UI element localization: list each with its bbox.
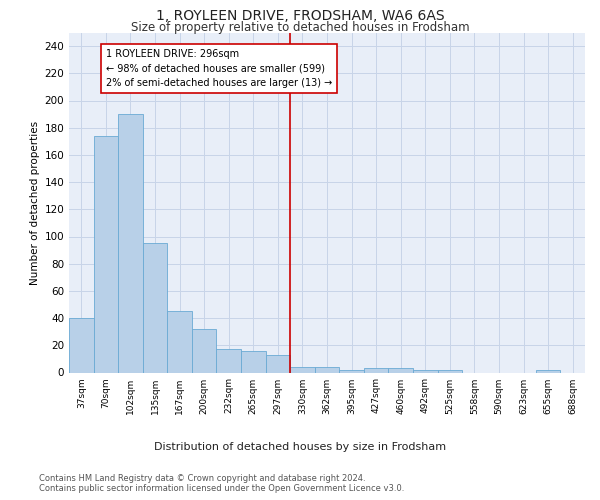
Text: Contains HM Land Registry data © Crown copyright and database right 2024.: Contains HM Land Registry data © Crown c… <box>39 474 365 483</box>
Text: Contains public sector information licensed under the Open Government Licence v3: Contains public sector information licen… <box>39 484 404 493</box>
Bar <box>290 367 315 372</box>
Bar <box>192 329 217 372</box>
Bar <box>143 244 167 372</box>
Bar <box>217 350 241 372</box>
Bar <box>437 370 462 372</box>
Text: Size of property relative to detached houses in Frodsham: Size of property relative to detached ho… <box>131 21 469 34</box>
Bar <box>241 350 266 372</box>
Text: 1 ROYLEEN DRIVE: 296sqm
← 98% of detached houses are smaller (599)
2% of semi-de: 1 ROYLEEN DRIVE: 296sqm ← 98% of detache… <box>106 49 332 88</box>
Bar <box>364 368 388 372</box>
Bar <box>413 370 437 372</box>
Bar <box>69 318 94 372</box>
Text: 1, ROYLEEN DRIVE, FRODSHAM, WA6 6AS: 1, ROYLEEN DRIVE, FRODSHAM, WA6 6AS <box>155 9 445 23</box>
Bar <box>167 312 192 372</box>
Bar <box>315 367 339 372</box>
Text: Distribution of detached houses by size in Frodsham: Distribution of detached houses by size … <box>154 442 446 452</box>
Bar <box>536 370 560 372</box>
Bar <box>118 114 143 372</box>
Bar <box>94 136 118 372</box>
Bar <box>388 368 413 372</box>
Y-axis label: Number of detached properties: Number of detached properties <box>30 120 40 284</box>
Bar <box>339 370 364 372</box>
Bar <box>266 355 290 372</box>
